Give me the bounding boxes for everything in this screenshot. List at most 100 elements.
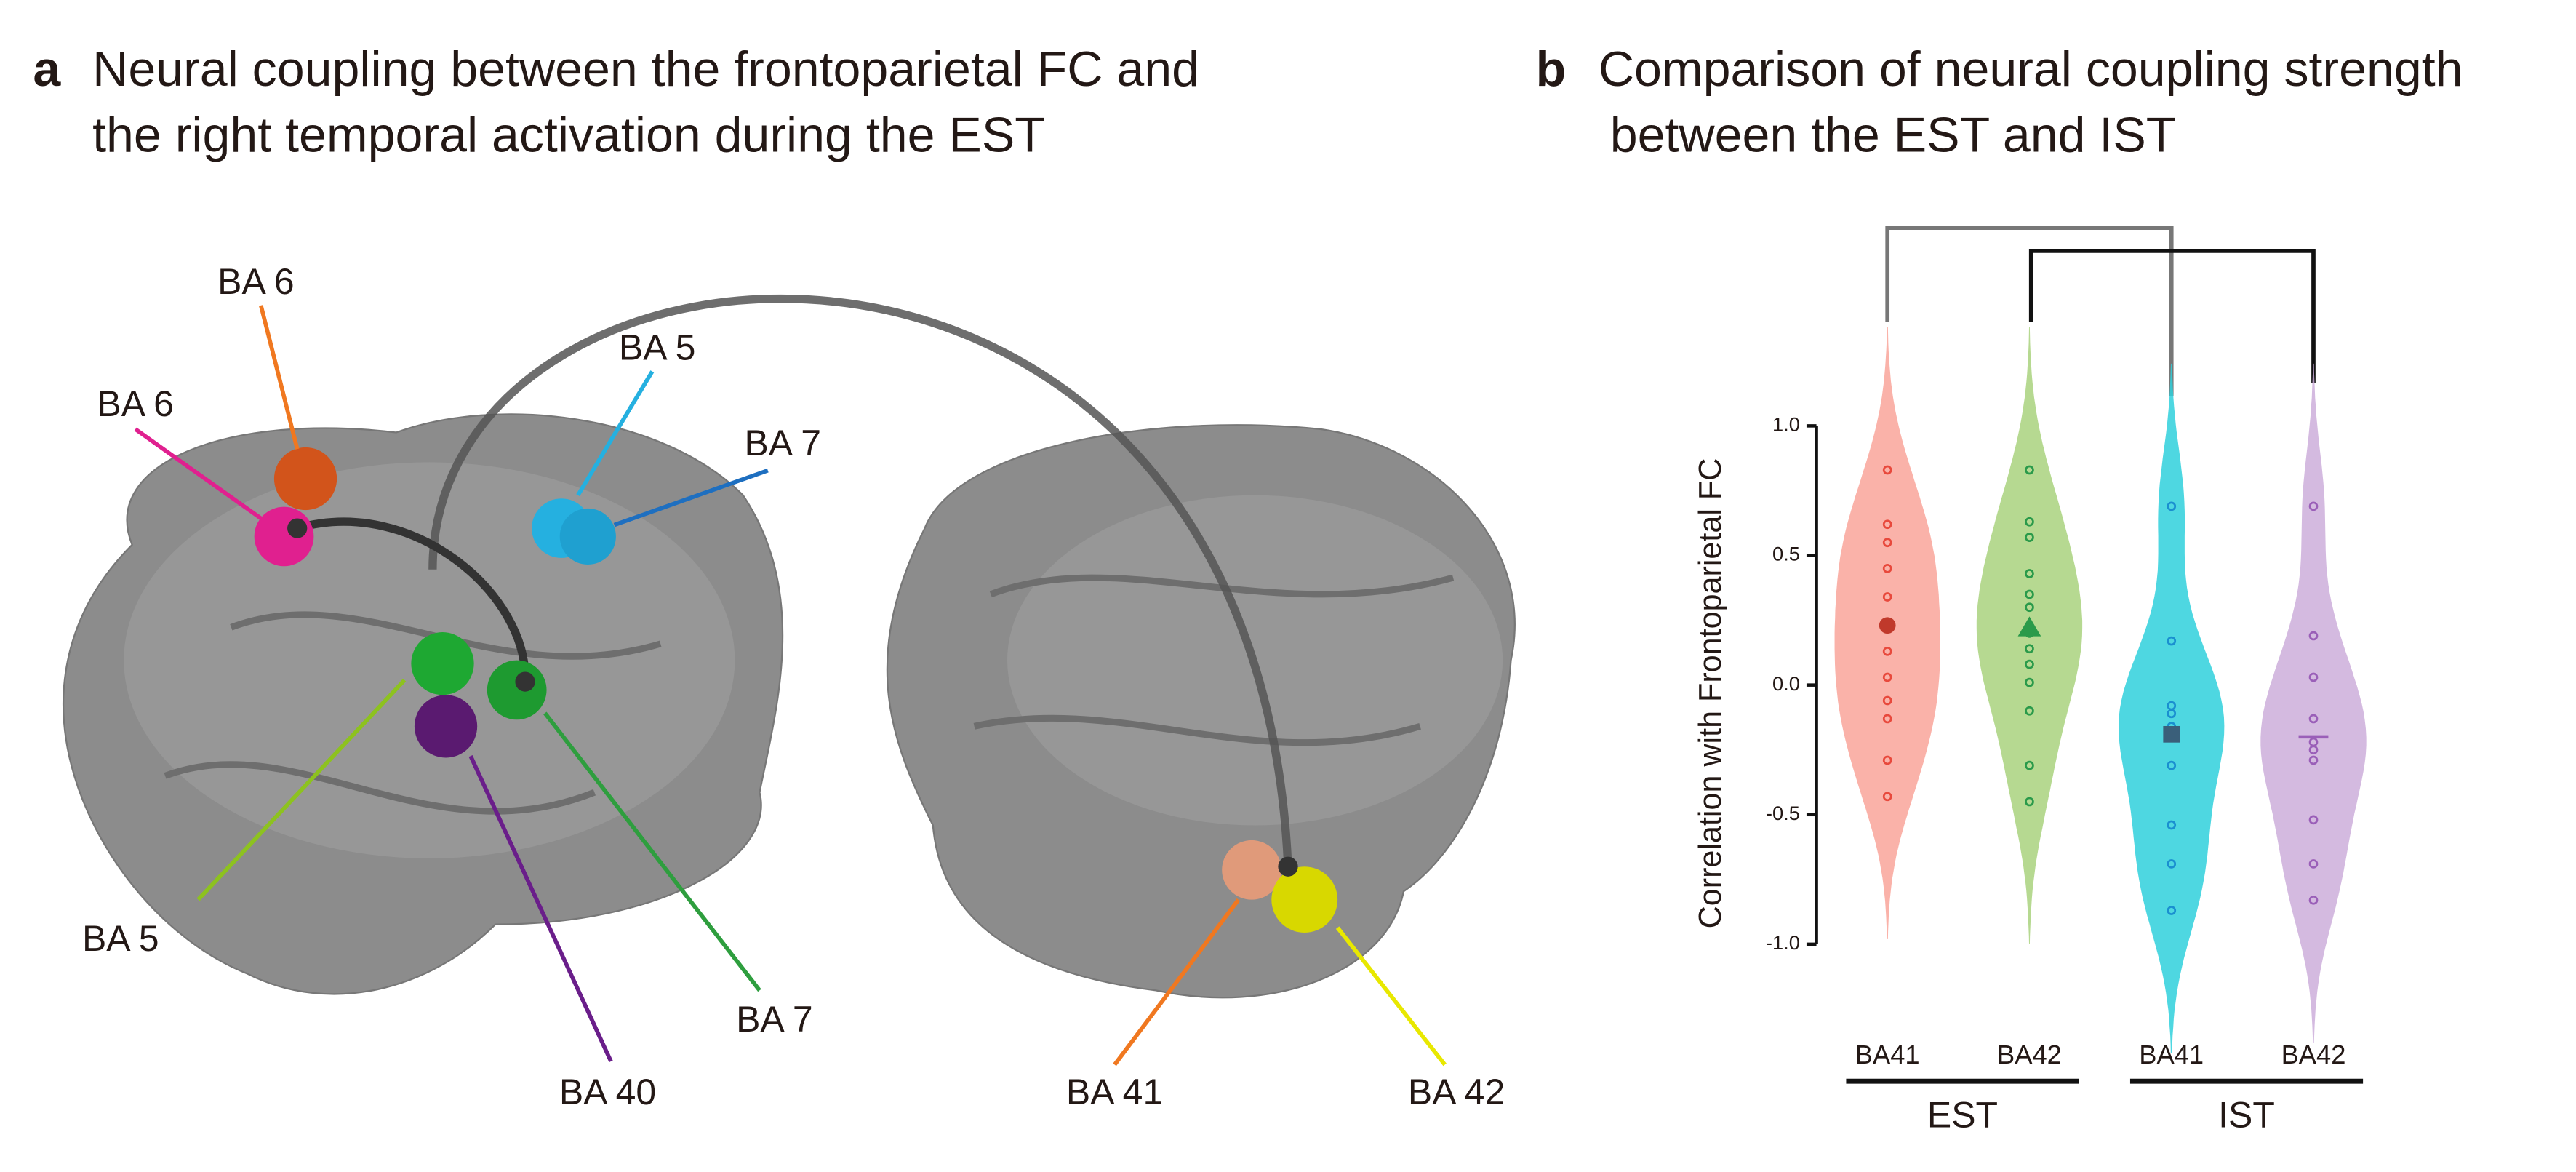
data-point: [1882, 755, 1892, 765]
y-tick-label: 0.5: [1772, 543, 1800, 565]
data-point: [2308, 895, 2319, 905]
roi-sphere: [1222, 840, 1281, 900]
leader-line: [613, 468, 769, 527]
brain-sulcus: [973, 574, 1455, 746]
x-tick-label: BA41: [1855, 1040, 1920, 1069]
data-point: [1882, 792, 1892, 802]
data-point: [1882, 563, 1892, 573]
data-point: [2308, 859, 2319, 869]
roi-label: BA 6: [217, 261, 295, 302]
group-label: IST: [2218, 1094, 2275, 1135]
data-point: [2025, 659, 2034, 669]
x-tick-label: BA42: [1997, 1040, 2062, 1069]
data-point: [2025, 589, 2034, 599]
y-tick-label: -0.5: [1766, 802, 1800, 824]
data-point: [1882, 714, 1892, 724]
mean-marker: [2017, 616, 2041, 637]
data-point: [2025, 569, 2034, 578]
data-point: [2308, 501, 2319, 511]
group-label: EST: [1927, 1094, 1998, 1135]
roi-sphere: [254, 506, 314, 567]
leader-line: [258, 305, 300, 450]
data-point: [1882, 695, 1892, 706]
data-point: [1882, 519, 1892, 530]
data-point: [2025, 706, 2034, 716]
arc-end: [515, 671, 535, 692]
y-tick-label: 0.0: [1772, 672, 1800, 695]
leader-line: [1335, 926, 1447, 1067]
right-brain: [886, 424, 1516, 999]
data-point: [2025, 465, 2034, 475]
data-point: [2308, 815, 2319, 825]
data-point: [1882, 646, 1892, 656]
leader-line: [196, 678, 407, 901]
roi-label: BA 42: [1408, 1072, 1505, 1112]
data-point: [2025, 797, 2034, 807]
leader-line: [134, 427, 263, 520]
y-axis-label: Correlation with Frontoparietal FC: [1693, 458, 1728, 929]
arc-end: [287, 518, 308, 538]
data-point: [1882, 465, 1892, 475]
leader-line: [576, 370, 655, 497]
data-point: [2308, 755, 2319, 765]
significance-bracket: [2028, 249, 2316, 383]
roi-label: BA 6: [97, 383, 174, 424]
panel-title: Neural coupling between the frontopariet…: [92, 41, 1199, 97]
roi-sphere: [411, 632, 474, 695]
data-point: [2167, 859, 2177, 869]
data-point: [2025, 760, 2034, 770]
brain-shape: [886, 424, 1516, 999]
panel-letter: b: [1536, 41, 1567, 97]
data-point: [2025, 533, 2034, 542]
violin: [2260, 363, 2367, 1043]
data-point: [2308, 714, 2319, 724]
mean-marker: [2163, 725, 2180, 743]
arc-end: [1278, 856, 1298, 877]
data-point: [2167, 760, 2177, 770]
mean-marker: [1879, 617, 1896, 634]
data-point: [2308, 631, 2319, 641]
roi-sphere: [273, 447, 337, 511]
roi-label: BA 41: [1066, 1072, 1163, 1112]
connection-arc: [296, 517, 529, 682]
x-tick-label: BA42: [2281, 1040, 2346, 1069]
panel-letter: a: [33, 41, 61, 97]
data-point: [2308, 745, 2319, 755]
data-point: [2167, 501, 2177, 511]
data-point: [2025, 517, 2034, 527]
x-tick-label: BA41: [2139, 1040, 2204, 1069]
connection-arc: [428, 294, 1292, 867]
panel-title: between the EST and IST: [1610, 108, 2177, 163]
left-brain: [63, 413, 784, 995]
leader-line: [543, 711, 761, 992]
data-point: [2308, 672, 2319, 682]
leader-line: [468, 755, 613, 1063]
y-tick-label: 1.0: [1772, 413, 1800, 436]
data-point: [1882, 592, 1892, 602]
data-point: [2025, 677, 2034, 687]
roi-label: BA 7: [744, 423, 821, 463]
panel-title: Comparison of neural coupling strength: [1599, 41, 2463, 97]
data-point: [2167, 906, 2177, 915]
violin: [2119, 363, 2225, 1053]
roi-sphere: [487, 660, 547, 720]
data-point: [2167, 709, 2177, 719]
panel-title: the right temporal activation during the…: [92, 108, 1045, 163]
significance-bracket: [1885, 226, 2174, 396]
leader-line: [1113, 898, 1241, 1067]
roi-label: BA 7: [736, 999, 813, 1040]
roi-sphere: [1271, 866, 1338, 933]
roi-sphere: [559, 508, 616, 565]
roi-sphere: [414, 695, 478, 758]
data-point: [1882, 538, 1892, 548]
data-point: [2167, 636, 2177, 646]
roi-label: BA 40: [559, 1072, 656, 1112]
data-point: [2167, 820, 2177, 830]
data-point: [1882, 672, 1892, 682]
data-point: [2025, 644, 2034, 654]
roi-label: BA 5: [619, 327, 696, 368]
data-point: [2025, 602, 2034, 613]
y-tick-label: -1.0: [1766, 931, 1800, 954]
